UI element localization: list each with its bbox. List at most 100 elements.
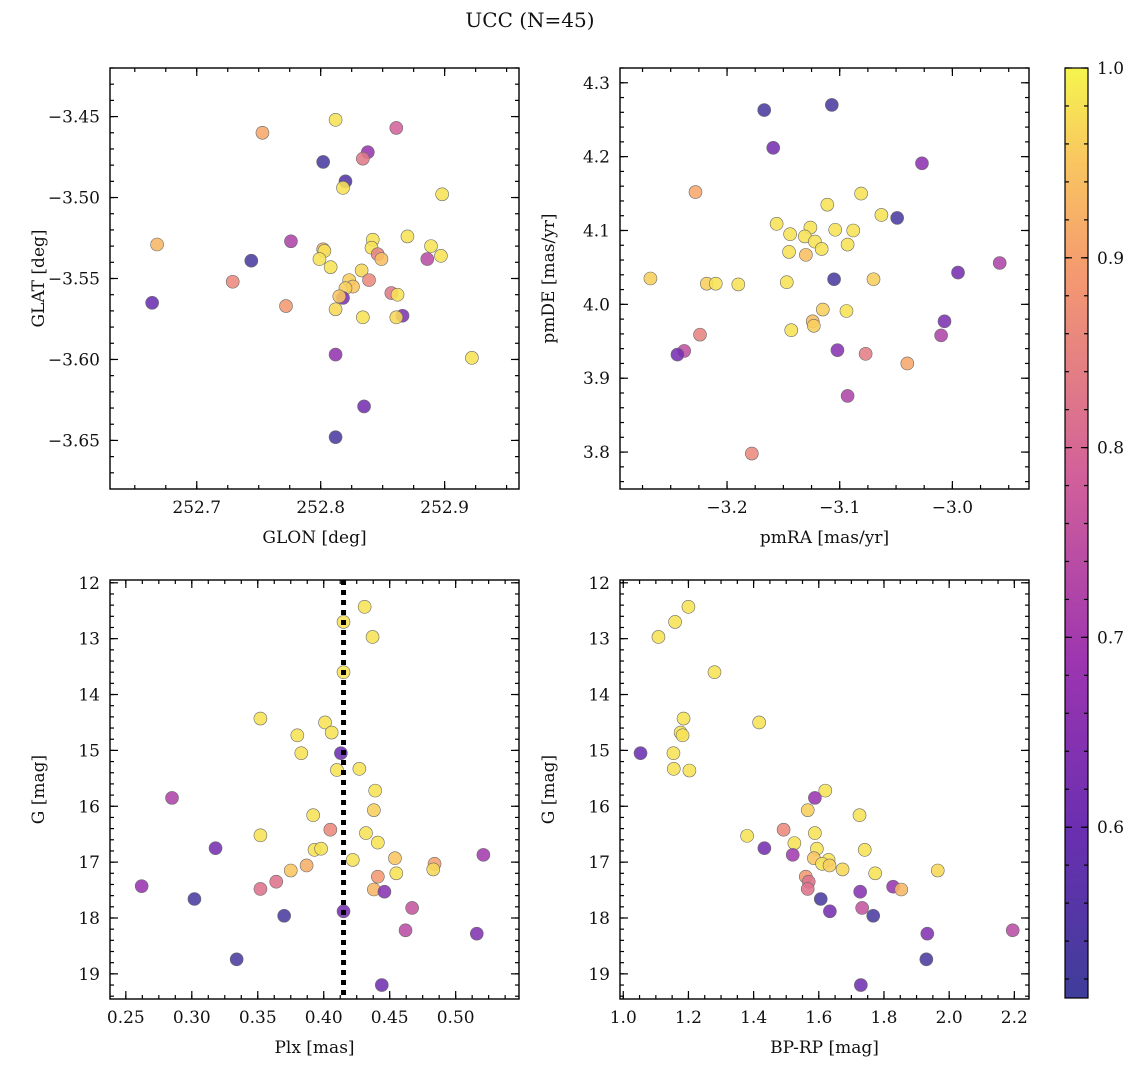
scatter-point [827,272,841,287]
scatter-point [269,874,284,889]
scatter-point [465,351,479,365]
panel-pmra-pmde: −3.2 −3.1 −3.0 3.8 3.9 4.0 4.1 4.2 4.3 pmRA [mas/… [539,67,1030,548]
scatter-point [420,252,435,266]
y-tick-label: 4.2 [583,148,610,168]
scatter-point [840,389,855,403]
scatter-point [866,908,881,923]
axes-frame [619,579,1030,1000]
scatter-point [332,289,347,304]
scatter-point [398,923,413,938]
scatter-point [854,186,868,201]
scatter-point [390,287,405,302]
colorbar-tick-label: 0.8 [1097,439,1124,459]
y-tick-label: 16 [78,797,100,817]
scatter-point [688,185,703,199]
scatter-point [328,347,343,362]
scatter-point [345,853,360,867]
scatter-point [808,826,822,840]
scatter-point [306,808,320,822]
scatter-point [823,904,837,919]
scatter-point [766,140,781,155]
scatter-point [784,323,799,338]
y-axis-label: G [mag] [29,755,49,824]
scatter-point [253,711,268,726]
scatter-point [368,783,382,798]
y-axis-label: pmDE [mas/yr] [539,213,559,343]
y-tick-label: 4.3 [583,74,610,94]
scatter-point [435,187,449,202]
scatter-point [930,863,945,878]
scatter-point [839,304,854,318]
scatter-point [643,271,658,286]
x-tick-label: 1.8 [870,1008,897,1028]
scatter-point [150,237,164,252]
scatter-point [820,197,835,212]
panel-bprp-g: 1.0 1.2 1.4 1.6 1.8 2.0 2.2 12 13 14 15 16 17 18 19 BP-… [539,574,1030,1058]
x-axis-label: BP-RP [mag] [770,1038,879,1058]
y-tick-label: 4.1 [583,221,610,241]
x-tick-label: 0.45 [371,1008,409,1028]
scatter-point [371,835,385,850]
scatter-point [853,884,867,899]
scatter-point [757,103,772,117]
scatter-point [469,926,484,941]
colorbar-gradient [1064,67,1089,999]
scatter-point [371,869,385,884]
scatter-point [359,826,373,840]
scatter-point [312,252,327,266]
x-tick-label: 2.2 [1001,1008,1028,1028]
scatter-point [852,808,867,822]
scatter-point [389,866,404,881]
scatter-point [757,841,772,855]
scatter-point [253,882,268,896]
scatter-point [356,151,370,166]
scatter-point [866,272,881,287]
scatter-point [808,791,822,805]
y-tick-label: −3.50 [48,189,100,209]
scatter-point [244,253,259,268]
x-tick-label: 1.0 [610,1008,637,1028]
x-tick-label: 252.7 [172,498,221,518]
scatter-point [633,746,648,760]
scatter-point [283,863,298,878]
y-tick-label: 12 [588,574,610,594]
scatter-point [323,822,338,837]
scatter-point [785,848,800,862]
scatter-point [783,227,797,241]
scatter-point [389,310,404,325]
scatter-point [279,299,293,313]
colorbar-tick-label: 0.6 [1097,818,1124,838]
y-tick-label: 17 [78,853,100,873]
scatter-point [294,746,309,760]
y-tick-label: −3.60 [48,350,100,370]
scatter-point [752,715,766,730]
y-tick-label: 19 [78,965,100,985]
scatter-point [740,829,754,843]
scatter-point [134,879,149,893]
x-tick-label: 0.50 [437,1008,475,1028]
scatter-point [707,665,722,679]
x-tick-label: 252.8 [296,498,345,518]
scatter-point [894,882,909,897]
scatter-point [681,600,696,614]
x-tick-label: 0.25 [107,1008,145,1028]
scatter-point [855,901,869,915]
scatter-point [868,866,882,881]
scatter-point [830,343,845,357]
scatter-point [1005,923,1020,938]
scatter-point [388,851,402,866]
scatter-point [857,843,872,857]
scatter-point [951,265,965,280]
scatter-point [362,273,376,287]
scatter-point [920,926,935,941]
x-tick-label: −3.0 [932,498,973,518]
scatter-point [799,248,813,262]
scatter-point [682,763,697,778]
y-tick-label: 13 [78,630,100,650]
scatter-point [253,828,268,843]
y-tick-label: 13 [588,630,610,650]
y-tick-label: 3.8 [583,443,610,463]
y-tick-label: 14 [78,686,100,706]
scatter-point [225,274,240,289]
